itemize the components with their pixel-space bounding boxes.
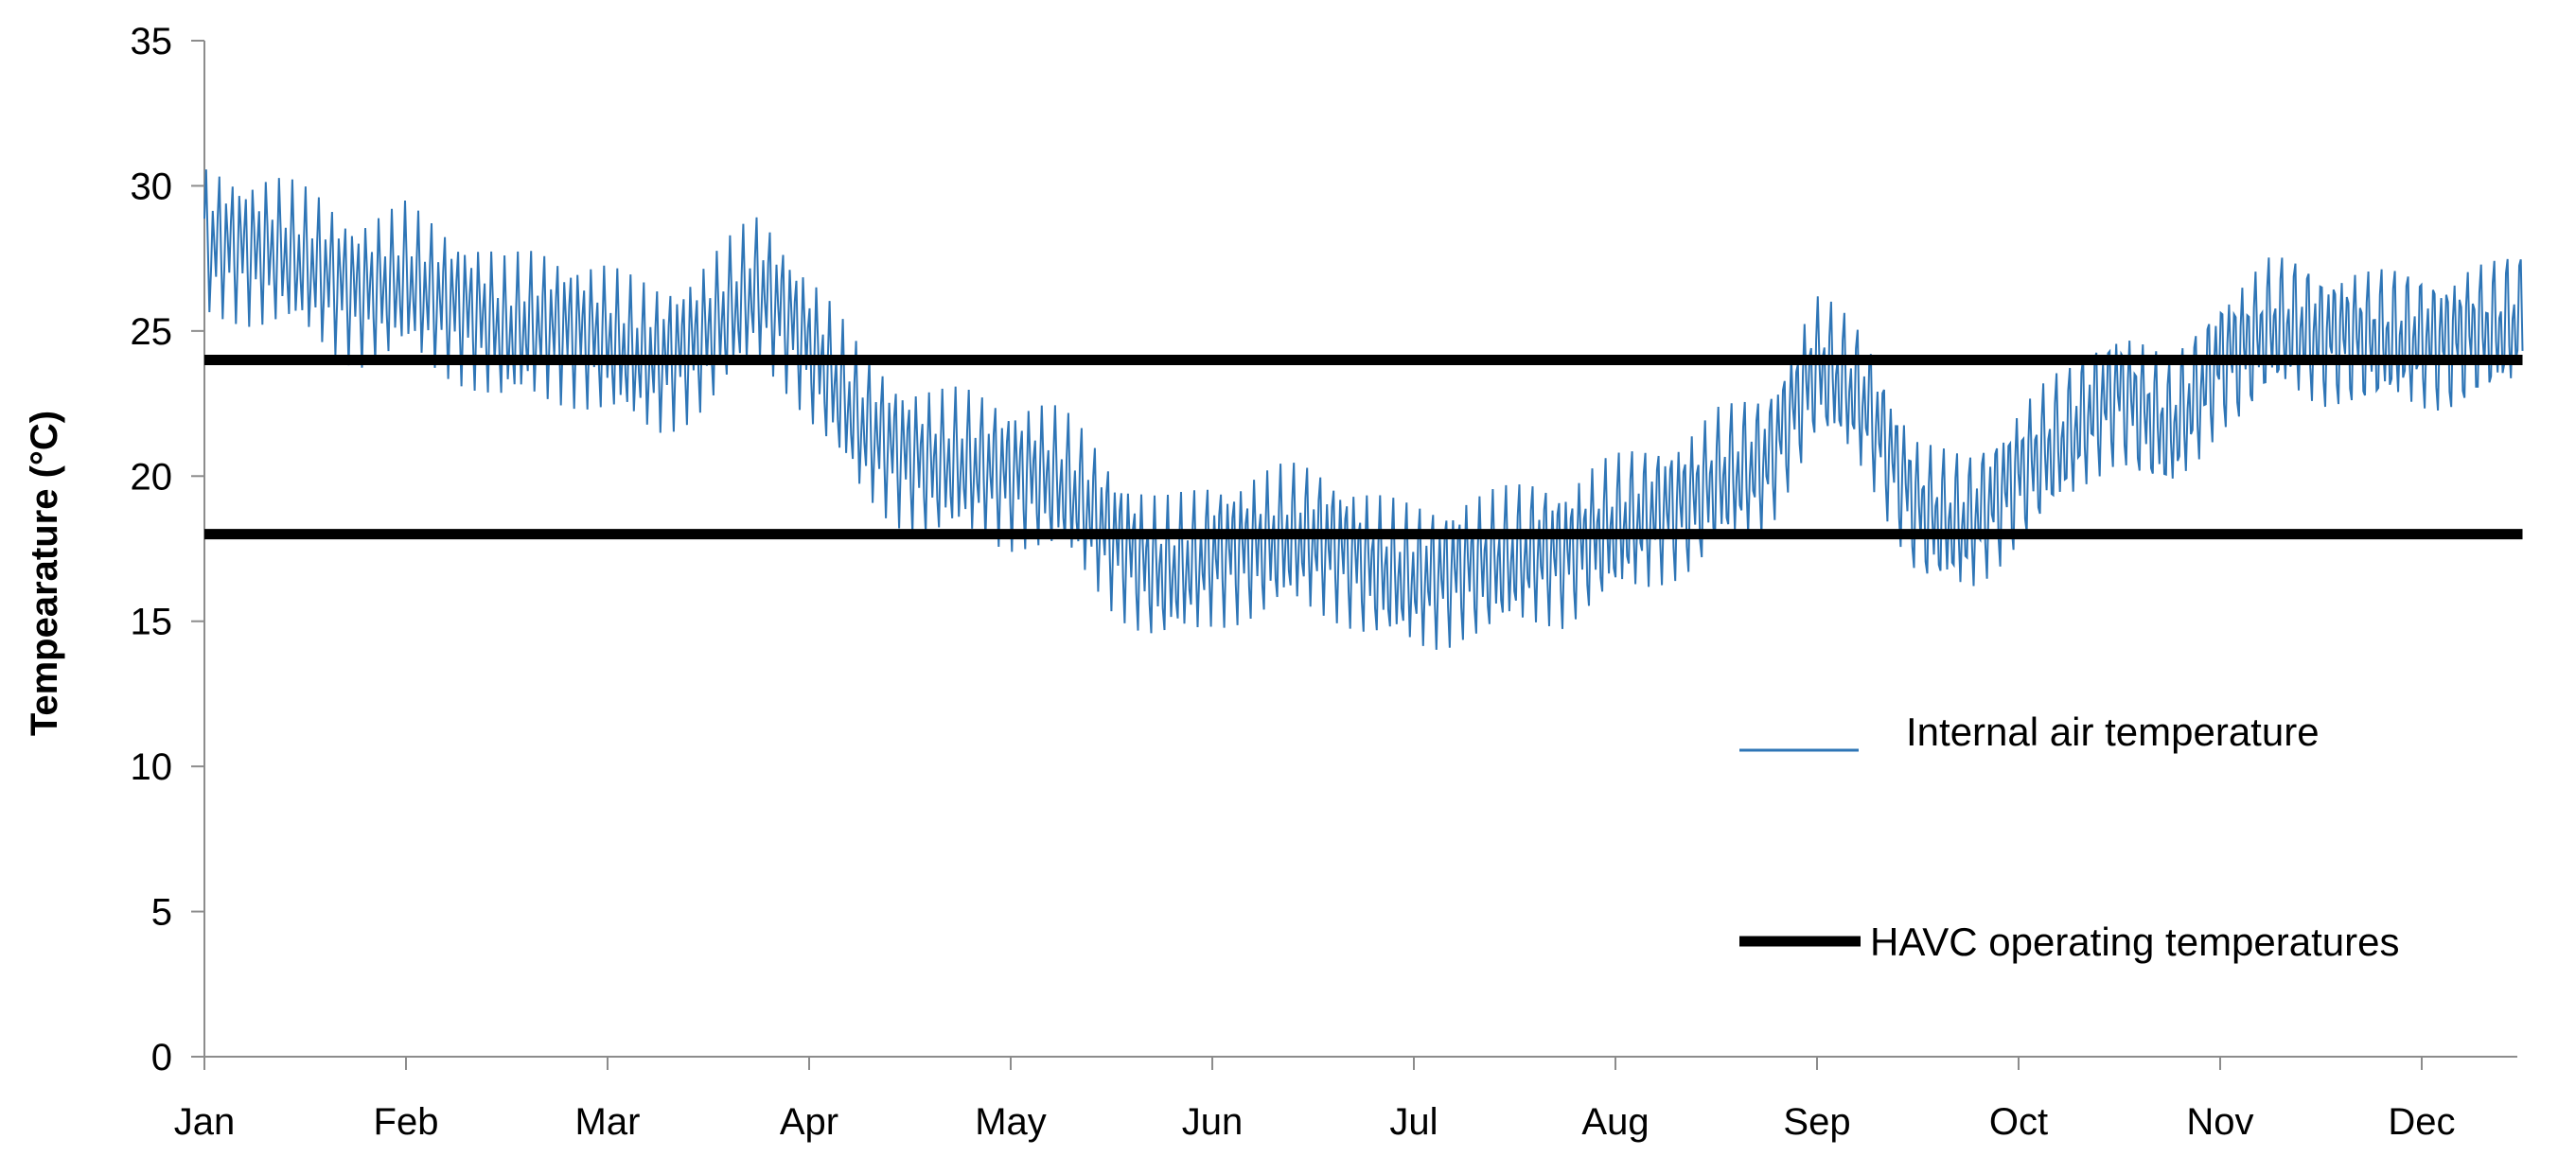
y-tick-label: 15: [131, 602, 173, 643]
x-tick-label: Dec: [2388, 1101, 2455, 1143]
legend: Internal air temperature HAVC operating …: [1739, 710, 2400, 964]
series-line-internal-air-temperature: [203, 169, 2524, 650]
x-tick-label: May: [975, 1101, 1047, 1143]
x-tick-label: Sep: [1783, 1101, 1850, 1143]
y-tick-label: 5: [151, 892, 172, 934]
legend-label-internal-air-temperature: Internal air temperature: [1906, 710, 2320, 754]
x-tick-label: Mar: [575, 1101, 641, 1143]
y-tick-label: 35: [131, 21, 173, 62]
y-axis-label: Tempearature (°C): [24, 411, 65, 736]
x-tick-label: Apr: [780, 1101, 838, 1143]
series-layer: [203, 169, 2524, 650]
axes: 0 5 10 15 20 25 30 35 Jan Feb Mar Apr May Jun Jul Aug Se…: [131, 21, 2517, 1143]
legend-label-havc-operating-temperatures: HAVC operating temperatures: [1870, 920, 2400, 964]
x-tick-label: Aug: [1581, 1101, 1649, 1143]
x-tick-label: Jan: [174, 1101, 236, 1143]
x-tick-label: Nov: [2186, 1101, 2253, 1143]
x-tick-label: Feb: [374, 1101, 439, 1143]
x-tick-label: Jun: [1182, 1101, 1244, 1143]
x-tick-label: Oct: [1989, 1101, 2048, 1143]
y-tick-label: 0: [151, 1037, 172, 1078]
y-tick-label: 30: [131, 166, 173, 207]
reference-lines: [204, 355, 2523, 540]
y-tick-label: 25: [131, 311, 173, 353]
y-tick-label: 20: [131, 456, 173, 498]
y-tick-label: 10: [131, 746, 173, 788]
x-tick-label: Jul: [1389, 1101, 1438, 1143]
